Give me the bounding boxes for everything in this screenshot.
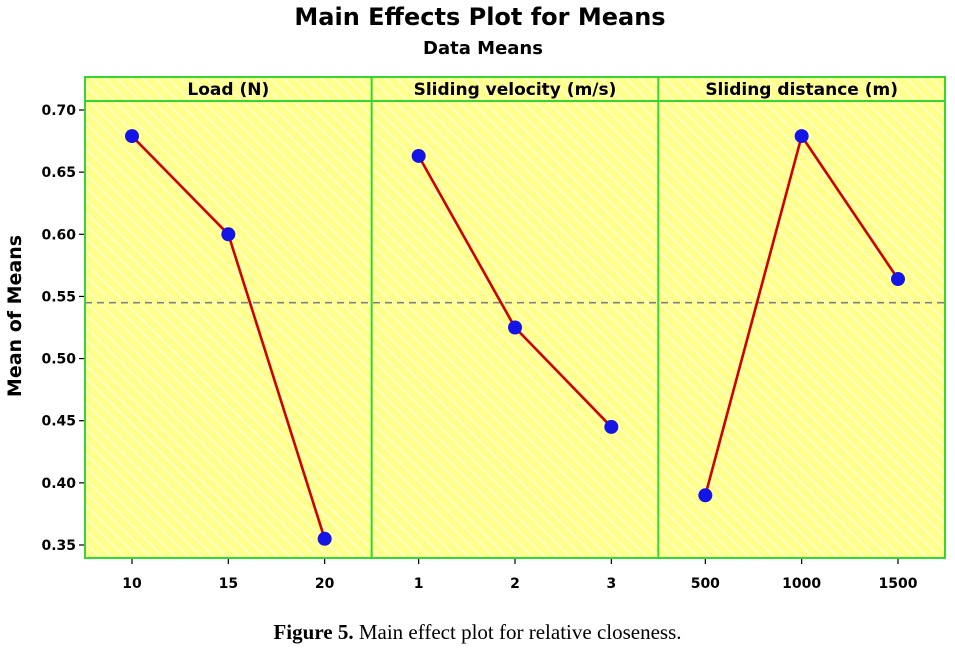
x-tick-label: 1 <box>414 576 424 592</box>
data-point <box>125 129 139 144</box>
plot-hatch <box>85 77 945 558</box>
data-point <box>221 227 236 242</box>
x-tick-label: 2 <box>510 576 520 592</box>
data-point <box>794 129 809 144</box>
data-point <box>698 488 713 503</box>
panel-label: Sliding velocity (m/s) <box>414 80 617 100</box>
data-point <box>508 320 522 335</box>
data-point <box>317 531 332 546</box>
x-tick-label: 3 <box>606 576 616 592</box>
y-tick-label: 0.50 <box>41 352 76 368</box>
x-tick-label: 10 <box>122 576 142 592</box>
y-tick-label: 0.40 <box>41 476 76 492</box>
chart-subtitle: Data Means <box>423 38 543 59</box>
data-point <box>891 272 905 287</box>
plot-area: 0.35 0.40 0.45 0.50 0.55 0.60 0.65 0.70 Load (N)… <box>41 76 946 592</box>
y-tick-label: 0.55 <box>41 289 76 305</box>
chart-title: Main Effects Plot for Means <box>294 3 665 31</box>
main-effects-chart: Main Effects Plot for Means Data Means M… <box>4 3 946 592</box>
y-tick-label: 0.65 <box>41 165 76 181</box>
panel-label: Sliding distance (m) <box>705 80 898 100</box>
caption-text: Main effect plot for relative closeness. <box>358 620 682 644</box>
y-tick-label: 0.60 <box>41 227 76 243</box>
data-point <box>411 148 426 163</box>
x-tick-label: 20 <box>315 576 335 592</box>
plot-frame <box>84 76 946 559</box>
x-tick-label: 1500 <box>879 576 918 592</box>
y-axis-label: Mean of Means <box>4 235 26 397</box>
x-tick-label: 15 <box>219 576 238 592</box>
data-point <box>604 419 619 434</box>
panel-label: Load (N) <box>187 80 269 100</box>
figure-caption: Figure 5. Main effect plot for relative … <box>0 620 955 645</box>
x-tick-label: 1000 <box>782 576 821 592</box>
y-tick-label: 0.45 <box>41 414 76 430</box>
x-tick-label: 500 <box>691 576 720 592</box>
caption-label: Figure 5. <box>273 620 354 644</box>
y-tick-label: 0.70 <box>41 103 76 119</box>
y-tick-label: 0.35 <box>41 538 76 554</box>
